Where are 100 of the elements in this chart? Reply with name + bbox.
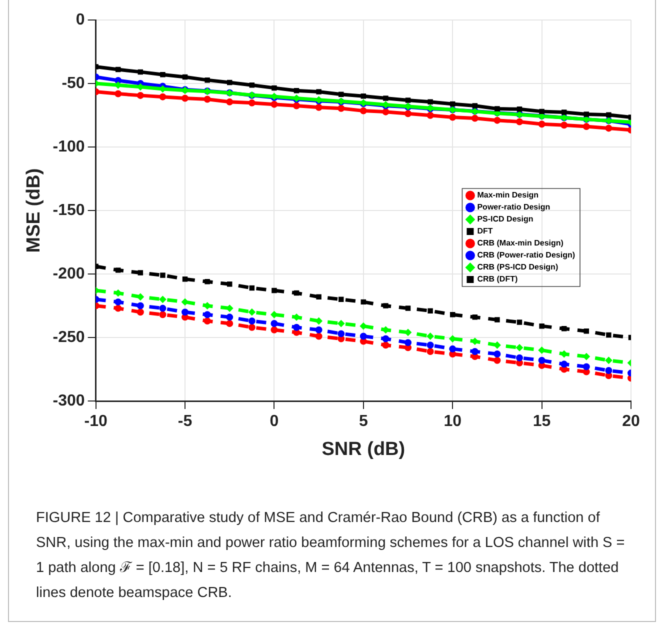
- point: [226, 98, 234, 106]
- point: [226, 282, 232, 287]
- point: [494, 350, 501, 358]
- point: [426, 112, 434, 119]
- point: [494, 106, 500, 112]
- point: [382, 342, 390, 349]
- point: [450, 312, 456, 318]
- point: [360, 93, 366, 99]
- point: [360, 332, 367, 340]
- legend-label: CRB (Max-min Design): [477, 238, 564, 248]
- point: [182, 74, 188, 80]
- legend-label: PS-ICD Design: [477, 214, 534, 224]
- point: [561, 326, 567, 332]
- point: [136, 293, 144, 300]
- x-tick-label: -5: [178, 413, 192, 430]
- point: [539, 323, 544, 329]
- point: [182, 94, 189, 102]
- point: [404, 328, 412, 336]
- legend-label: Max-min Design: [477, 190, 539, 200]
- point: [538, 120, 546, 128]
- point: [248, 308, 256, 316]
- y-tick-label: -250: [52, 328, 85, 346]
- point: [472, 314, 478, 320]
- point: [471, 348, 478, 355]
- point: [338, 296, 344, 302]
- point: [272, 85, 277, 91]
- point: [204, 311, 211, 318]
- point: [471, 114, 478, 122]
- point: [338, 104, 345, 112]
- point: [516, 354, 524, 362]
- y-tick-label: -200: [52, 265, 85, 282]
- point: [294, 290, 300, 296]
- point: [582, 123, 590, 130]
- point: [226, 314, 234, 321]
- point: [538, 346, 546, 354]
- point: [204, 77, 210, 83]
- point: [182, 308, 189, 316]
- point: [584, 112, 590, 117]
- point: [294, 88, 300, 94]
- point: [248, 324, 256, 331]
- point: [382, 108, 390, 116]
- point: [383, 303, 388, 308]
- legend-label: CRB (DFT): [477, 274, 518, 284]
- point: [404, 110, 412, 118]
- point: [159, 296, 166, 303]
- point: [204, 317, 211, 324]
- legend-label: Power-ratio Design: [477, 202, 550, 212]
- point: [315, 332, 322, 340]
- point: [450, 101, 456, 107]
- point: [226, 80, 232, 86]
- point: [116, 66, 121, 72]
- point: [428, 308, 433, 314]
- caption: FIGURE 12 | Comparative study of MSE and Cramér-Rao Bound (CRB) as a function of SNR, using the max-min and power ratio beamforming schemes for a LOS channel with S = 1 path along ℱ = [0.18], N = 5 RF chains, M = 64 Antennas, T = 100 snapshots. The dotted lines denote beamspace CRB.: [36, 509, 626, 603]
- y-tick-label: -150: [52, 202, 85, 219]
- point: [539, 108, 544, 114]
- point: [160, 72, 166, 78]
- point: [316, 294, 322, 300]
- point: [160, 272, 166, 278]
- point: [516, 320, 522, 325]
- point: [272, 288, 277, 294]
- x-axis-title: SNR (dB): [322, 438, 406, 460]
- point: [204, 302, 211, 310]
- point: [249, 82, 255, 88]
- x-tick-label: -10: [84, 413, 108, 430]
- point: [516, 344, 524, 352]
- point: [293, 324, 300, 331]
- x-tick-label: 10: [444, 413, 462, 430]
- point: [136, 302, 144, 310]
- point: [270, 320, 278, 328]
- point: [159, 311, 166, 318]
- point: [338, 320, 345, 328]
- y-tick-label: -50: [62, 74, 85, 92]
- point: [516, 106, 522, 112]
- point: [360, 299, 366, 305]
- point: [582, 363, 590, 370]
- point: [114, 304, 122, 312]
- point: [472, 103, 478, 108]
- point: [114, 298, 122, 306]
- point: [605, 356, 612, 364]
- point: [428, 99, 433, 105]
- point: [136, 92, 144, 99]
- point: [560, 122, 568, 129]
- point: [315, 317, 322, 324]
- point: [404, 339, 412, 346]
- point: [338, 92, 344, 98]
- x-tick-label: 0: [270, 413, 279, 430]
- point: [270, 100, 278, 108]
- point: [561, 110, 567, 115]
- point: [449, 345, 456, 352]
- point: [248, 317, 256, 324]
- point: [606, 112, 612, 118]
- point: [538, 356, 546, 364]
- point: [159, 304, 166, 312]
- x-tick-label: 5: [358, 413, 368, 430]
- point: [494, 356, 501, 364]
- point: [516, 118, 524, 126]
- legend-label: DFT: [477, 226, 493, 236]
- point: [338, 330, 345, 338]
- point: [249, 285, 255, 291]
- point: [116, 268, 121, 273]
